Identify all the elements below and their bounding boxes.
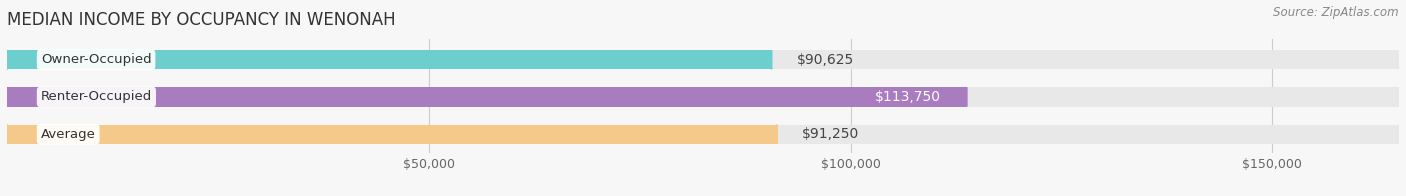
Bar <box>7 124 778 144</box>
Bar <box>7 87 967 107</box>
Text: MEDIAN INCOME BY OCCUPANCY IN WENONAH: MEDIAN INCOME BY OCCUPANCY IN WENONAH <box>7 11 395 29</box>
Bar <box>7 87 1399 107</box>
Text: Average: Average <box>41 128 96 141</box>
Bar <box>7 50 1399 69</box>
Text: Owner-Occupied: Owner-Occupied <box>41 53 152 66</box>
Text: $91,250: $91,250 <box>801 127 859 141</box>
Text: $113,750: $113,750 <box>876 90 942 104</box>
Bar <box>7 124 1399 144</box>
Bar <box>7 50 772 69</box>
Text: Renter-Occupied: Renter-Occupied <box>41 91 152 103</box>
Text: Source: ZipAtlas.com: Source: ZipAtlas.com <box>1274 6 1399 19</box>
Text: $90,625: $90,625 <box>797 53 853 67</box>
